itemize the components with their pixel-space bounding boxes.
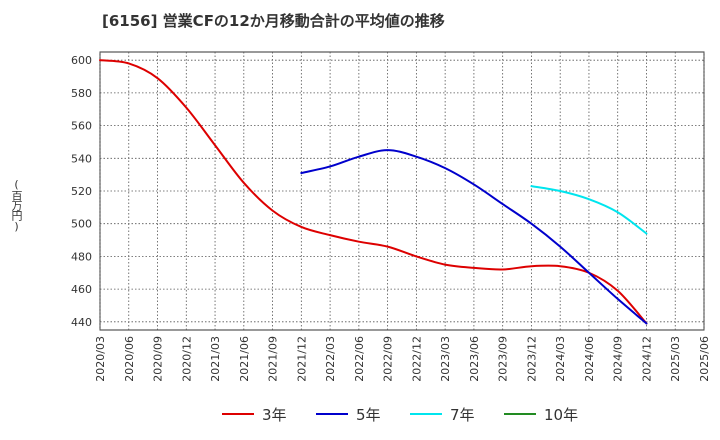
legend-swatch: [410, 413, 442, 415]
legend-item: 5年: [316, 402, 381, 426]
x-tick-label: 2023/03: [439, 336, 452, 382]
x-tick-label: 2025/03: [669, 336, 682, 382]
legend-label: 3年: [262, 405, 287, 424]
series-lines: [99, 59, 648, 325]
x-tick-label: 2022/12: [410, 336, 423, 382]
legend-label: 7年: [450, 405, 475, 424]
y-axis-unit-label: (百万円): [10, 178, 23, 232]
legend-item: 7年: [410, 402, 475, 426]
series-line-0: [99, 59, 648, 325]
x-tick-label: 2025/06: [698, 336, 711, 382]
legend-label: 5年: [356, 405, 381, 424]
x-tick-label: 2021/12: [295, 336, 308, 382]
legend-swatch: [316, 413, 348, 415]
y-tick-label: 580: [71, 87, 92, 100]
x-tick-label: 2023/09: [497, 336, 510, 382]
x-tick-label: 2020/09: [152, 336, 165, 382]
series-line-2: [530, 185, 648, 235]
y-axis-ticks: 440 460 480 500 520 540 560 580 600: [71, 54, 92, 329]
y-tick-label: 460: [71, 283, 92, 296]
x-tick-label: 2024/09: [612, 336, 625, 382]
legend-item: 3年: [222, 402, 287, 426]
legend-swatch: [504, 413, 536, 415]
y-tick-label: 560: [71, 120, 92, 133]
y-tick-label: 480: [71, 250, 92, 263]
y-tick-label: 500: [71, 218, 92, 231]
chart-title: [6156] 営業CFの12か月移動合計の平均値の推移: [102, 12, 445, 30]
x-tick-label: 2023/06: [468, 336, 481, 382]
series-line-1: [300, 149, 648, 325]
x-tick-label: 2023/12: [525, 336, 538, 382]
y-tick-label: 520: [71, 185, 92, 198]
x-tick-label: 2022/06: [353, 336, 366, 382]
x-tick-label: 2020/12: [180, 336, 193, 382]
grid-lines: [99, 52, 705, 330]
x-tick-label: 2020/06: [123, 336, 136, 382]
y-tick-label: 600: [71, 54, 92, 67]
x-tick-label: 2024/12: [640, 336, 653, 382]
x-tick-label: 2020/03: [94, 336, 107, 382]
legend-swatch: [222, 413, 254, 415]
y-tick-label: 540: [71, 152, 92, 165]
x-tick-label: 2024/06: [583, 336, 596, 382]
legend-item: 10年: [504, 402, 578, 426]
chart-legend: 3年 5年 7年 10年: [0, 402, 720, 428]
x-tick-label: 2024/03: [554, 336, 567, 382]
y-tick-label: 440: [71, 316, 92, 329]
x-tick-label: 2022/03: [324, 336, 337, 382]
x-tick-label: 2021/03: [209, 336, 222, 382]
x-tick-label: 2021/09: [267, 336, 280, 382]
x-axis-ticks: 2020/03 2020/06 2020/09 2020/12 2021/03 2021/…: [94, 336, 711, 382]
legend-label: 10年: [544, 405, 579, 424]
x-tick-label: 2022/09: [382, 336, 395, 382]
x-tick-label: 2021/06: [238, 336, 251, 382]
